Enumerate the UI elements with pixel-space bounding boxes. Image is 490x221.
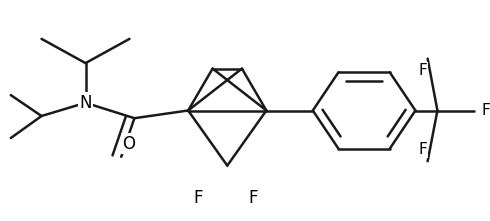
Text: F: F bbox=[418, 142, 427, 156]
Text: F: F bbox=[193, 189, 203, 207]
Text: F: F bbox=[248, 189, 258, 207]
Text: O: O bbox=[122, 135, 135, 152]
Text: N: N bbox=[79, 94, 92, 112]
Text: F: F bbox=[482, 103, 490, 118]
Text: F: F bbox=[418, 63, 427, 78]
